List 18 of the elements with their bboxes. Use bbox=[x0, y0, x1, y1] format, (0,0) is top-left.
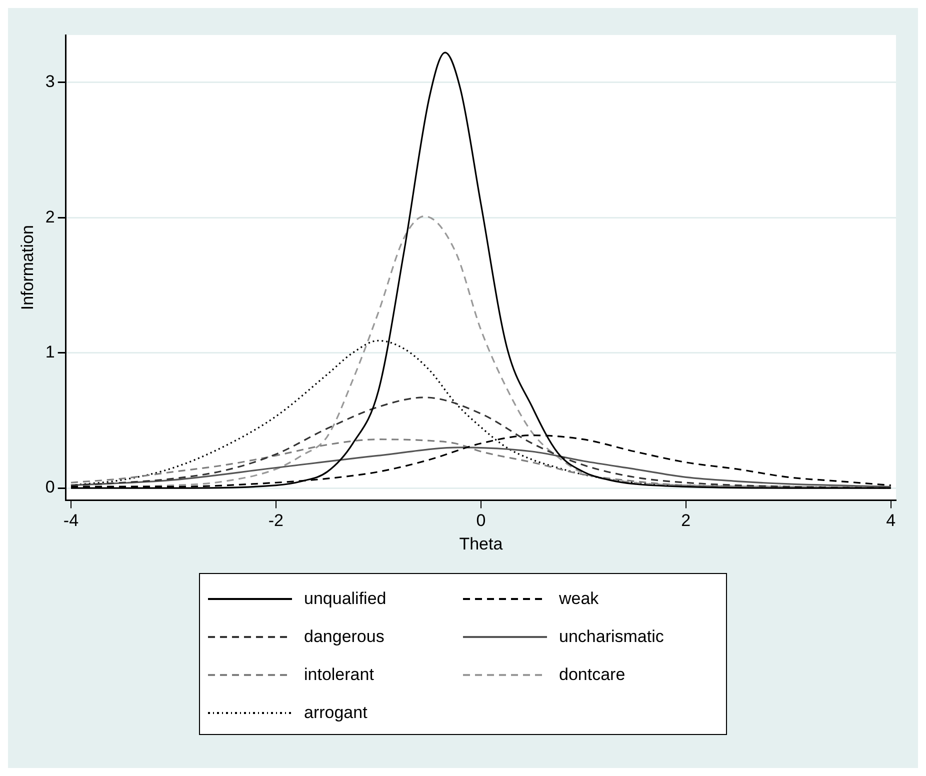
y-axis-title: Information bbox=[18, 225, 37, 310]
legend-label: dangerous bbox=[304, 627, 384, 647]
y-tick-label: 3 bbox=[45, 72, 55, 92]
y-tick-label: 1 bbox=[45, 342, 55, 362]
legend-label: dontcare bbox=[559, 665, 626, 685]
legend-label: uncharismatic bbox=[559, 627, 664, 647]
x-tick-label: -2 bbox=[268, 511, 284, 530]
legend-label: arrogant bbox=[304, 703, 368, 723]
x-tick-label: 0 bbox=[476, 511, 486, 530]
x-tick-label: 2 bbox=[681, 511, 691, 530]
legend-label: unqualified bbox=[304, 589, 386, 609]
legend-label: weak bbox=[559, 589, 599, 609]
y-tick-label: 2 bbox=[45, 207, 55, 226]
x-tick-label: 4 bbox=[886, 511, 896, 530]
x-tick-label: -4 bbox=[63, 511, 79, 530]
y-tick-label: 0 bbox=[45, 478, 55, 497]
x-axis-title: Theta bbox=[459, 534, 504, 554]
legend-label: intolerant bbox=[304, 665, 374, 685]
